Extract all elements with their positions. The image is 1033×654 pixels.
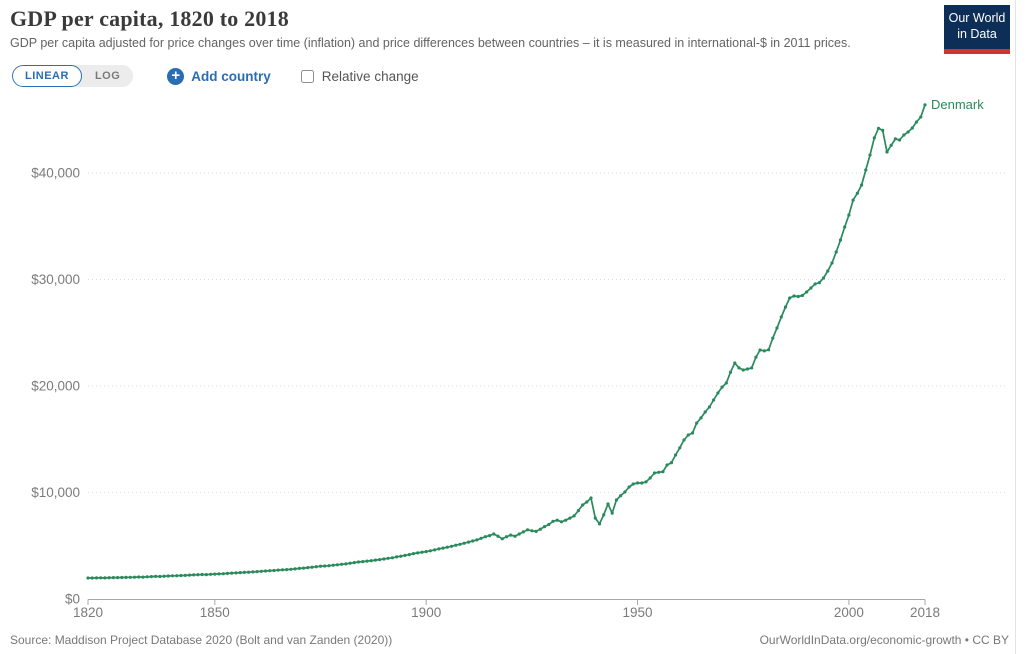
owid-logo-line1: Our World	[948, 11, 1006, 25]
log-scale-button[interactable]: LOG	[82, 65, 133, 87]
add-country-label: Add country	[191, 68, 271, 84]
svg-text:2018: 2018	[910, 605, 940, 620]
owid-logo[interactable]: Our World in Data	[944, 5, 1010, 54]
attribution-link[interactable]: OurWorldInData.org/economic-growth • CC …	[759, 633, 1009, 647]
svg-text:Denmark: Denmark	[931, 97, 984, 112]
relative-change-label: Relative change	[321, 68, 419, 84]
owid-logo-line2: in Data	[957, 27, 997, 42]
frame-right-border	[1015, 0, 1016, 654]
svg-text:$0: $0	[65, 592, 80, 607]
relative-change-checkbox[interactable]	[300, 69, 314, 83]
svg-text:$20,000: $20,000	[31, 379, 80, 394]
chart-controls: LINEAR LOG + Add country Relative change	[12, 64, 419, 88]
relative-change-toggle[interactable]: Relative change	[300, 68, 419, 84]
svg-text:1850: 1850	[200, 605, 230, 620]
scale-toggle: LINEAR LOG	[12, 65, 134, 87]
svg-text:$10,000: $10,000	[31, 485, 80, 500]
svg-text:1820: 1820	[73, 605, 103, 620]
linear-scale-button[interactable]: LINEAR	[12, 65, 82, 87]
chart-subtitle: GDP per capita adjusted for price change…	[10, 36, 851, 50]
add-country-button[interactable]: + Add country	[167, 67, 271, 85]
svg-text:1950: 1950	[622, 605, 652, 620]
svg-text:$30,000: $30,000	[31, 272, 80, 287]
svg-text:$40,000: $40,000	[31, 166, 80, 181]
svg-text:2000: 2000	[834, 605, 864, 620]
source-text: Source: Maddison Project Database 2020 (…	[10, 633, 393, 647]
page-title: GDP per capita, 1820 to 2018	[10, 6, 289, 31]
svg-text:1900: 1900	[411, 605, 441, 620]
plus-circle-icon: +	[167, 67, 185, 85]
